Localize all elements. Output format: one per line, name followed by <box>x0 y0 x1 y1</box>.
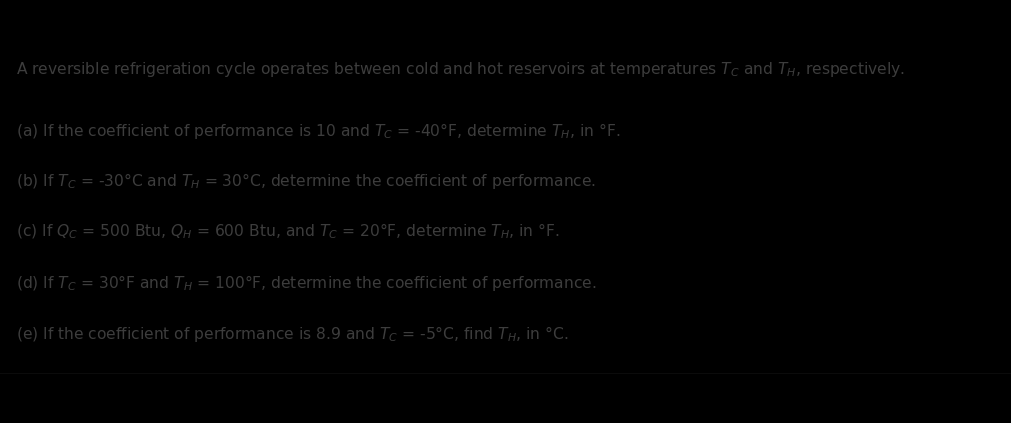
Text: (e) If the coefficient of performance is 8.9 and $T_C$ = -5°C, find $T_H$, in °C: (e) If the coefficient of performance is… <box>16 324 568 343</box>
Text: (a) If the coefficient of performance is 10 and $T_C$ = -40°F, determine $T_H$, : (a) If the coefficient of performance is… <box>16 121 620 140</box>
Text: A reversible refrigeration cycle operates between cold and hot reservoirs at tem: A reversible refrigeration cycle operate… <box>16 60 904 79</box>
Text: (c) If $Q_C$ = 500 Btu, $Q_H$ = 600 Btu, and $T_C$ = 20°F, determine $T_H$, in °: (c) If $Q_C$ = 500 Btu, $Q_H$ = 600 Btu,… <box>16 222 559 242</box>
Text: (b) If $T_C$ = -30°C and $T_H$ = 30°C, determine the coefficient of performance.: (b) If $T_C$ = -30°C and $T_H$ = 30°C, d… <box>16 171 595 191</box>
Text: (d) If $T_C$ = 30°F and $T_H$ = 100°F, determine the coefficient of performance.: (d) If $T_C$ = 30°F and $T_H$ = 100°F, d… <box>16 273 596 293</box>
